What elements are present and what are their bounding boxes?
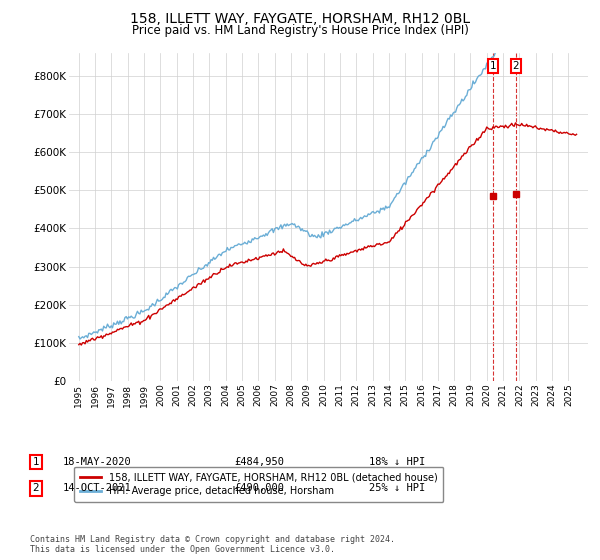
Text: £484,950: £484,950 bbox=[234, 457, 284, 467]
Text: 1: 1 bbox=[490, 62, 496, 71]
Text: 158, ILLETT WAY, FAYGATE, HORSHAM, RH12 0BL: 158, ILLETT WAY, FAYGATE, HORSHAM, RH12 … bbox=[130, 12, 470, 26]
Text: 25% ↓ HPI: 25% ↓ HPI bbox=[369, 483, 425, 493]
Text: 18-MAY-2020: 18-MAY-2020 bbox=[63, 457, 132, 467]
Text: £490,000: £490,000 bbox=[234, 483, 284, 493]
Text: Contains HM Land Registry data © Crown copyright and database right 2024.
This d: Contains HM Land Registry data © Crown c… bbox=[30, 535, 395, 554]
Text: Price paid vs. HM Land Registry's House Price Index (HPI): Price paid vs. HM Land Registry's House … bbox=[131, 24, 469, 37]
Text: 2: 2 bbox=[32, 483, 40, 493]
Text: 2: 2 bbox=[513, 62, 520, 71]
Legend: 158, ILLETT WAY, FAYGATE, HORSHAM, RH12 0BL (detached house), HPI: Average price: 158, ILLETT WAY, FAYGATE, HORSHAM, RH12 … bbox=[74, 466, 443, 502]
Text: 18% ↓ HPI: 18% ↓ HPI bbox=[369, 457, 425, 467]
Text: 14-OCT-2021: 14-OCT-2021 bbox=[63, 483, 132, 493]
Text: 1: 1 bbox=[32, 457, 40, 467]
